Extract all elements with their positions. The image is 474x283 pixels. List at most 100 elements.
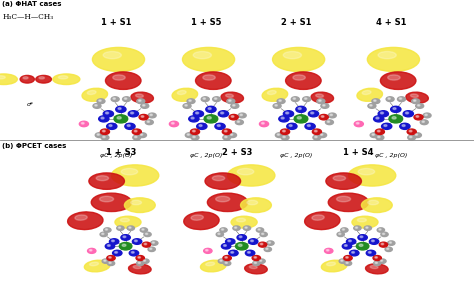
Circle shape xyxy=(267,241,274,245)
Ellipse shape xyxy=(348,165,396,186)
Circle shape xyxy=(129,250,138,256)
Circle shape xyxy=(310,112,314,114)
Ellipse shape xyxy=(58,76,68,79)
Ellipse shape xyxy=(182,47,235,71)
Circle shape xyxy=(224,261,231,265)
Circle shape xyxy=(225,262,228,263)
Circle shape xyxy=(137,99,145,104)
Circle shape xyxy=(127,125,130,127)
Circle shape xyxy=(388,241,395,245)
Circle shape xyxy=(131,252,134,253)
Circle shape xyxy=(216,232,223,237)
Circle shape xyxy=(104,228,111,232)
Circle shape xyxy=(283,136,285,138)
Circle shape xyxy=(113,250,122,256)
Circle shape xyxy=(102,233,104,235)
Ellipse shape xyxy=(273,47,325,71)
Circle shape xyxy=(108,245,110,246)
Circle shape xyxy=(281,117,284,119)
Circle shape xyxy=(407,129,416,134)
Circle shape xyxy=(327,121,329,122)
Ellipse shape xyxy=(0,74,17,85)
Circle shape xyxy=(304,98,307,99)
Circle shape xyxy=(374,100,376,101)
Circle shape xyxy=(113,98,115,99)
Circle shape xyxy=(275,105,277,106)
Circle shape xyxy=(377,130,380,132)
Circle shape xyxy=(372,240,374,242)
Circle shape xyxy=(370,105,372,106)
Ellipse shape xyxy=(362,91,371,95)
Circle shape xyxy=(226,239,235,244)
Circle shape xyxy=(246,250,255,256)
Circle shape xyxy=(328,113,336,118)
Circle shape xyxy=(339,259,346,263)
Circle shape xyxy=(372,134,374,135)
Ellipse shape xyxy=(362,198,392,213)
Circle shape xyxy=(341,260,343,261)
Circle shape xyxy=(103,136,105,138)
Circle shape xyxy=(197,123,207,129)
Text: 4 + S1: 4 + S1 xyxy=(376,18,406,27)
Ellipse shape xyxy=(337,196,351,202)
Circle shape xyxy=(135,240,137,242)
Circle shape xyxy=(275,133,283,138)
Circle shape xyxy=(95,105,97,106)
Circle shape xyxy=(251,240,254,242)
Circle shape xyxy=(106,112,109,114)
Circle shape xyxy=(255,262,256,263)
Circle shape xyxy=(125,123,135,129)
Circle shape xyxy=(398,97,405,102)
Circle shape xyxy=(326,120,333,125)
Ellipse shape xyxy=(0,76,5,79)
Circle shape xyxy=(207,117,211,119)
Circle shape xyxy=(273,104,281,108)
Circle shape xyxy=(364,226,372,230)
Circle shape xyxy=(122,244,126,246)
Text: 2 + S3: 2 + S3 xyxy=(222,148,252,157)
Circle shape xyxy=(281,135,289,140)
Circle shape xyxy=(214,98,217,99)
Circle shape xyxy=(416,104,424,108)
Circle shape xyxy=(319,133,327,138)
Ellipse shape xyxy=(226,94,233,97)
Circle shape xyxy=(140,134,143,135)
Ellipse shape xyxy=(131,200,142,205)
Circle shape xyxy=(95,133,103,138)
Circle shape xyxy=(217,125,220,127)
Ellipse shape xyxy=(326,173,361,189)
Circle shape xyxy=(109,257,111,258)
Circle shape xyxy=(366,227,368,228)
Circle shape xyxy=(383,233,385,235)
Circle shape xyxy=(97,134,100,135)
Circle shape xyxy=(109,239,119,244)
Circle shape xyxy=(201,97,209,102)
Circle shape xyxy=(119,243,132,250)
Circle shape xyxy=(349,250,359,256)
Text: (a) ΦHAT cases: (a) ΦHAT cases xyxy=(2,1,62,7)
Circle shape xyxy=(414,114,423,120)
Circle shape xyxy=(386,97,394,102)
Circle shape xyxy=(321,116,324,117)
Ellipse shape xyxy=(249,265,257,269)
Text: 1 + S4: 1 + S4 xyxy=(343,148,373,157)
Circle shape xyxy=(321,104,329,108)
Ellipse shape xyxy=(311,92,334,103)
Ellipse shape xyxy=(96,176,109,181)
Circle shape xyxy=(279,116,289,122)
Circle shape xyxy=(236,120,243,125)
Circle shape xyxy=(104,260,106,261)
Ellipse shape xyxy=(305,212,340,230)
Circle shape xyxy=(348,240,351,242)
Circle shape xyxy=(138,100,141,101)
Circle shape xyxy=(413,133,421,138)
Text: φC , 2p(O): φC , 2p(O) xyxy=(375,153,407,158)
Circle shape xyxy=(344,261,352,265)
Circle shape xyxy=(228,250,238,256)
Circle shape xyxy=(169,121,179,127)
Circle shape xyxy=(231,116,234,117)
Circle shape xyxy=(409,130,412,132)
Ellipse shape xyxy=(128,264,151,274)
Circle shape xyxy=(296,106,306,112)
Circle shape xyxy=(376,135,384,140)
